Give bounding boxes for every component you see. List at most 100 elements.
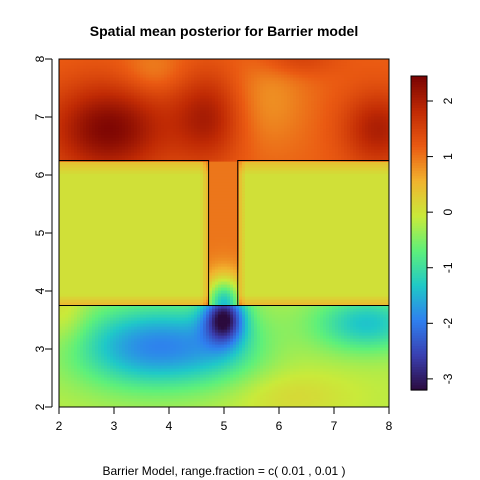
field-cell [125,371,129,375]
field-cell [101,293,105,297]
field-cell [92,146,96,150]
field-cell [77,350,81,354]
field-cell [128,224,132,228]
field-cell [110,230,114,234]
field-cell [110,176,114,180]
field-cell [98,275,102,279]
field-cell [140,329,144,333]
field-cell [83,152,87,156]
field-cell [68,284,72,288]
field-cell [119,335,123,339]
field-cell [107,140,111,144]
field-cell [155,170,159,174]
field-cell [131,200,135,204]
field-cell [95,308,99,312]
field-cell [110,161,114,165]
field-cell [131,362,135,366]
field-cell [80,74,84,78]
field-cell [146,107,150,111]
field-cell [152,371,156,375]
field-cell [71,383,75,387]
field-cell [62,227,66,231]
field-cell [80,290,84,294]
field-cell [95,224,99,228]
field-cell [68,140,72,144]
field-cell [149,131,153,135]
field-cell [152,236,156,240]
field-cell [143,269,147,273]
field-cell [113,74,117,78]
field-cell [116,230,120,234]
field-cell [80,68,84,72]
field-cell [140,374,144,378]
field-cell [113,86,117,90]
field-cell [101,374,105,378]
field-cell [131,179,135,183]
field-cell [65,245,69,249]
field-cell [146,170,150,174]
field-cell [77,119,81,123]
field-cell [110,287,114,291]
field-cell [65,227,69,231]
field-cell [95,155,99,159]
field-cell [116,296,120,300]
field-cell [110,389,114,393]
field-cell [83,83,87,87]
field-cell [107,194,111,198]
field-cell [68,257,72,261]
field-cell [80,134,84,138]
field-cell [95,182,99,186]
field-cell [89,299,93,303]
field-cell [77,65,81,69]
field-cell [155,311,159,315]
field-cell [62,380,66,384]
field-cell [116,257,120,261]
field-cell [128,326,132,330]
field-cell [128,287,132,291]
field-cell [116,149,120,153]
field-cell [86,335,90,339]
field-cell [131,137,135,141]
field-cell [80,128,84,132]
field-cell [98,248,102,252]
field-cell [128,152,132,156]
field-cell [137,236,141,240]
field-cell [86,233,90,237]
field-cell [152,98,156,102]
field-cell [77,185,81,189]
field-cell [137,119,141,123]
field-cell [59,284,63,288]
field-cell [101,395,105,399]
field-cell [86,104,90,108]
field-cell [77,257,81,261]
field-cell [77,95,81,99]
field-cell [131,392,135,396]
field-cell [107,83,111,87]
field-cell [128,251,132,255]
field-cell [65,173,69,177]
field-cell [143,104,147,108]
field-cell [92,356,96,360]
field-cell [140,392,144,396]
field-cell [125,227,129,231]
field-cell [149,299,153,303]
field-cell [59,353,63,357]
field-cell [125,260,129,264]
field-cell [86,296,90,300]
field-cell [80,353,84,357]
field-cell [77,260,81,264]
field-cell [119,212,123,216]
field-cell [65,197,69,201]
field-cell [116,344,120,348]
field-cell [74,212,78,216]
field-cell [131,224,135,228]
field-cell [146,92,150,96]
field-cell [131,284,135,288]
field-cell [68,299,72,303]
field-cell [134,245,138,249]
field-cell [59,320,63,324]
field-cell [137,59,141,63]
field-cell [113,233,117,237]
field-cell [92,311,96,315]
field-cell [143,266,147,270]
